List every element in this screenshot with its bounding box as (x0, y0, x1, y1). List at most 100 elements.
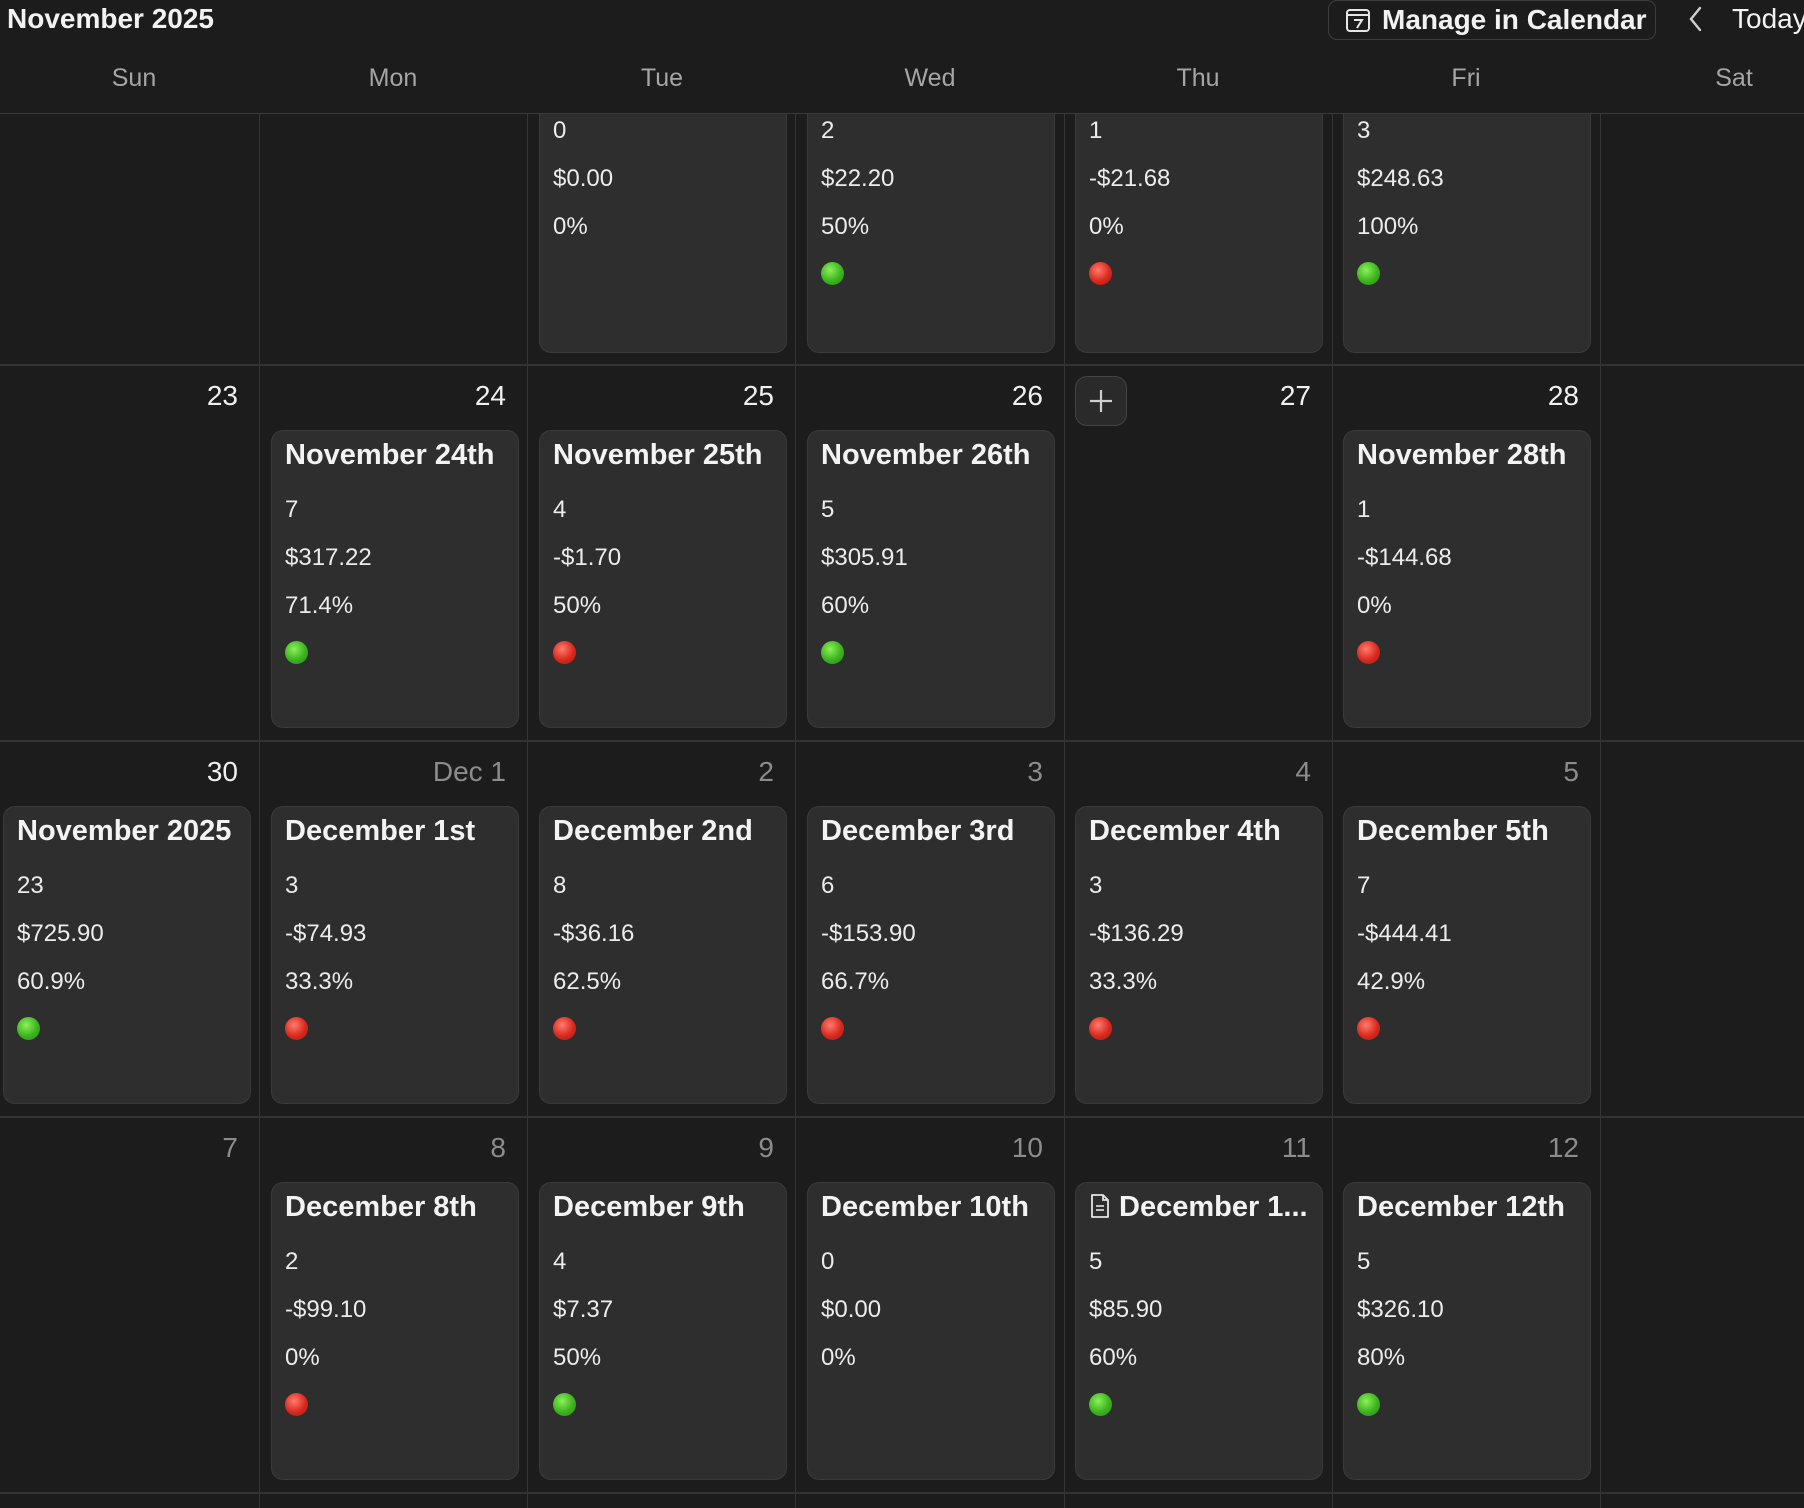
status-dot-green (821, 641, 844, 664)
calendar-header: November 2025 Manage in Calendar Today (0, 0, 1804, 40)
today-button[interactable]: Today (1732, 3, 1804, 34)
weekday-wed: Wed (904, 64, 956, 92)
card-title: December 9th (553, 1191, 745, 1223)
day-card[interactable]: December 10th 0 $0.00 0% (807, 1182, 1055, 1480)
card-amount: -$153.90 (821, 920, 916, 947)
status-dot-green (1357, 262, 1380, 285)
day-number: 24 (474, 380, 506, 411)
card-amount: $85.90 (1089, 1296, 1163, 1323)
manage-in-calendar-button[interactable]: Manage in Calendar (1328, 0, 1656, 40)
card-count: 6 (821, 872, 835, 899)
day-card[interactable]: December 3rd 6 -$153.90 66.7% (807, 806, 1055, 1104)
card-percent: 80% (1357, 1344, 1406, 1371)
status-dot-red (553, 641, 576, 664)
day-number: 2 (758, 756, 774, 787)
weekday-mon: Mon (368, 64, 418, 92)
day-number: 30 (206, 756, 238, 787)
card-amount: $326.10 (1357, 1296, 1444, 1323)
card-title: December 1st (285, 815, 476, 847)
status-dot-green (1089, 1393, 1112, 1416)
day-number: 23 (206, 380, 238, 411)
day-number: 27 (1279, 380, 1311, 411)
day-card[interactable]: December 2nd 8 -$36.16 62.5% (539, 806, 787, 1104)
day-card[interactable]: December 9th 4 $7.37 50% (539, 1182, 787, 1480)
card-count: 3 (1357, 117, 1371, 144)
card-percent: 0% (821, 1344, 856, 1371)
day-number: 10 (1011, 1132, 1043, 1163)
calendar-icon (1346, 9, 1370, 32)
week-summary-card[interactable]: November 2025 23 $725.90 60.9% (3, 806, 251, 1104)
header-mask (0, 40, 1804, 114)
grid-divider (1064, 113, 1065, 1508)
day-card[interactable]: December 8th 2 -$99.10 0% (271, 1182, 519, 1480)
day-number: 3 (1027, 756, 1043, 787)
card-count: 2 (821, 117, 835, 144)
add-event-button[interactable] (1075, 376, 1127, 426)
card-percent: 0% (553, 213, 588, 240)
card-count: 7 (1357, 872, 1371, 899)
card-title: December 12th (1357, 1191, 1565, 1223)
card-amount: $725.90 (17, 920, 104, 947)
week-divider (0, 1116, 1804, 1118)
plus-icon (1090, 390, 1112, 412)
day-card[interactable]: November 28th 1 -$144.68 0% (1343, 430, 1591, 728)
card-count: 1 (1089, 117, 1103, 144)
day-card[interactable]: December 1... 5 $85.90 60% (1075, 1182, 1323, 1480)
status-dot-red (553, 1017, 576, 1040)
day-card[interactable]: November 24th 7 $317.22 71.4% (271, 430, 519, 728)
day-card[interactable]: December 1st 3 -$74.93 33.3% (271, 806, 519, 1104)
chevron-left-icon (1689, 6, 1702, 32)
card-percent: 50% (553, 592, 602, 619)
day-card[interactable]: November 26th 5 $305.91 60% (807, 430, 1055, 728)
card-amount: -$36.16 (553, 920, 635, 947)
card-amount: $7.37 (553, 1296, 614, 1323)
status-dot-green (1357, 1393, 1380, 1416)
card-percent: 62.5% (553, 968, 622, 995)
weekday-sat: Sat (1715, 64, 1753, 92)
card-title: December 1... (1119, 1191, 1308, 1223)
card-count: 23 (17, 872, 44, 899)
card-amount: $305.91 (821, 544, 908, 571)
card-percent: 0% (285, 1344, 320, 1371)
card-title: December 10th (821, 1191, 1029, 1223)
card-percent: 0% (1357, 592, 1392, 619)
card-amount: -$74.93 (285, 920, 367, 947)
day-card[interactable]: December 12th 5 $326.10 80% (1343, 1182, 1591, 1480)
card-count: 8 (553, 872, 567, 899)
card-amount: -$1.70 (553, 544, 622, 571)
card-percent: 60% (821, 592, 870, 619)
status-dot-green (285, 641, 308, 664)
card-count: 4 (553, 1248, 567, 1275)
card-amount: -$444.41 (1357, 920, 1452, 947)
weekday-tue: Tue (640, 64, 684, 92)
status-dot-red (1089, 1017, 1112, 1040)
grid-divider (527, 113, 528, 1508)
day-card[interactable]: November 25th 4 -$1.70 50% (539, 430, 787, 728)
card-count: 4 (553, 496, 567, 523)
card-percent: 33.3% (1089, 968, 1158, 995)
day-card[interactable]: December 5th 7 -$444.41 42.9% (1343, 806, 1591, 1104)
grid-divider (1600, 113, 1601, 1508)
day-number: 26 (1011, 380, 1043, 411)
status-dot-red (1089, 262, 1112, 285)
card-amount: $0.00 (553, 165, 614, 192)
day-number: 25 (742, 380, 774, 411)
previous-button[interactable] (1680, 2, 1712, 36)
day-card[interactable]: December 4th 3 -$136.29 33.3% (1075, 806, 1323, 1104)
month-title: November 2025 (7, 3, 215, 34)
card-percent: 100% (1357, 213, 1419, 240)
day-number: 28 (1547, 380, 1579, 411)
week-divider (0, 364, 1804, 366)
card-percent: 50% (821, 213, 870, 240)
card-amount: $317.22 (285, 544, 372, 571)
card-percent: 50% (553, 1344, 602, 1371)
card-amount: $0.00 (821, 1296, 882, 1323)
card-percent: 60.9% (17, 968, 86, 995)
day-number: 4 (1295, 756, 1311, 787)
card-percent: 71.4% (285, 592, 354, 619)
card-amount: -$21.68 (1089, 165, 1171, 192)
card-count: 7 (285, 496, 299, 523)
weekday-thu: Thu (1176, 64, 1220, 92)
status-dot-red (285, 1393, 308, 1416)
weekday-sun: Sun (111, 64, 157, 92)
